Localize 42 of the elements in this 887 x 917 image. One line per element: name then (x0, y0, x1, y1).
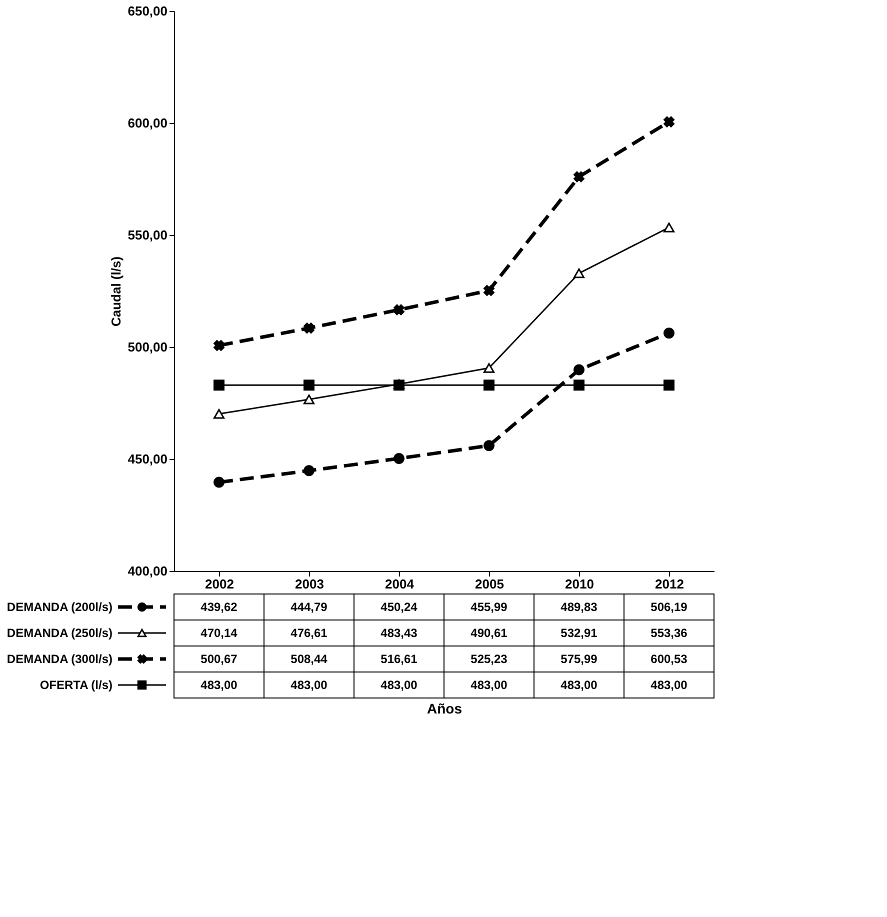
data-label: 470,14 (200, 626, 238, 640)
legend-label: DEMANDA (300l/s) (6, 652, 112, 666)
data-label: 450,24 (380, 600, 418, 614)
x-tick-label: 2004 (385, 576, 415, 592)
data-label: 483,00 (650, 678, 688, 692)
legend-label: OFERTA (l/s) (40, 678, 112, 692)
data-label: 476,61 (290, 626, 328, 640)
y-tick-label: 650,00 (128, 4, 168, 18)
data-label: 600,53 (650, 652, 688, 666)
y-tick-label: 500,00 (128, 340, 168, 354)
y-tick-label: 600,00 (128, 116, 168, 130)
y-tick-label: 550,00 (128, 228, 168, 242)
data-label: 532,91 (560, 626, 598, 640)
data-label: 525,23 (470, 652, 508, 666)
data-label: 490,61 (470, 626, 508, 640)
data-label: 508,44 (290, 652, 328, 666)
legend-label: DEMANDA (200l/s) (6, 600, 112, 614)
data-label: 444,79 (290, 600, 328, 614)
data-label: 500,67 (200, 652, 238, 666)
data-label: 483,00 (560, 678, 598, 692)
y-tick-label: 450,00 (128, 452, 168, 466)
data-label: 483,00 (470, 678, 508, 692)
data-label: 575,99 (560, 652, 598, 666)
data-label: 489,83 (560, 600, 598, 614)
y-axis-title: Caudal (l/s) (108, 256, 124, 327)
x-tick-label: 2003 (295, 576, 324, 592)
data-label: 439,62 (200, 600, 238, 614)
data-label: 516,61 (380, 652, 418, 666)
y-tick-label: 400,00 (128, 564, 168, 578)
data-label: 553,36 (650, 626, 688, 640)
text: Años (427, 700, 462, 716)
x-tick-label: 2012 (655, 576, 684, 592)
data-label: 483,00 (380, 678, 418, 692)
data-label: 506,19 (650, 600, 688, 614)
data-label: 483,00 (290, 678, 328, 692)
x-tick-label: 2002 (205, 576, 234, 592)
data-label: 455,99 (470, 600, 508, 614)
data-label: 483,00 (200, 678, 238, 692)
x-tick-label: 2010 (565, 576, 594, 592)
data-label: 483,43 (380, 626, 418, 640)
legend-label: DEMANDA (250l/s) (6, 626, 112, 640)
x-tick-label: 2005 (475, 576, 504, 592)
